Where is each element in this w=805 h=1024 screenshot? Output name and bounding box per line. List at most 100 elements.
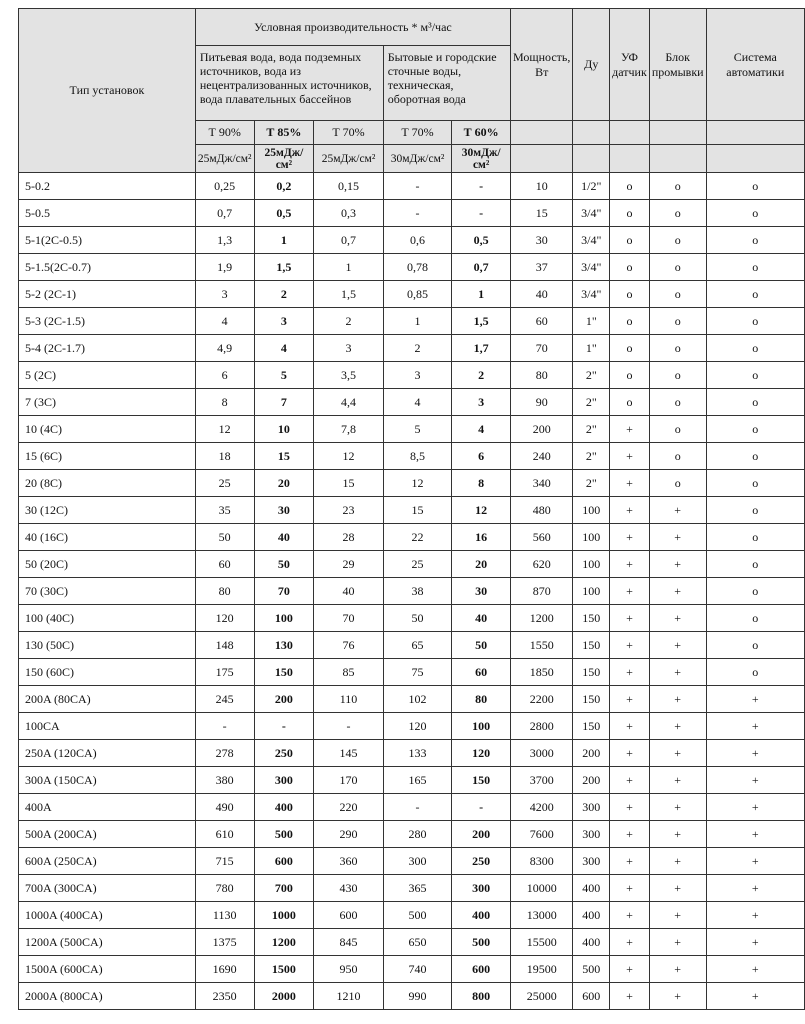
value-cell: 120 [382, 712, 453, 740]
value-cell: 400 [572, 874, 611, 902]
value-cell: 2 [382, 334, 453, 362]
header-uv-sensor: УФ датчик [609, 8, 650, 121]
value-cell: + [648, 577, 707, 605]
value-cell: 1130 [194, 901, 255, 929]
value-cell: 1 [382, 307, 453, 335]
value-cell: + [648, 874, 707, 902]
value-cell: 490 [194, 793, 255, 821]
value-cell: o [705, 361, 805, 389]
value-cell: o [648, 361, 707, 389]
value-cell: o [648, 280, 707, 308]
value-cell: 23 [313, 496, 384, 524]
value-cell: + [609, 955, 650, 983]
value-cell: 0,6 [382, 226, 453, 254]
value-cell: 300 [253, 766, 315, 794]
value-cell: o [705, 226, 805, 254]
value-cell: + [648, 901, 707, 929]
value-cell: + [609, 442, 650, 470]
value-cell: o [705, 469, 805, 497]
value-cell: 8,5 [382, 442, 453, 470]
value-cell: 1000 [253, 901, 315, 929]
value-cell: + [705, 901, 805, 929]
value-cell: 60 [509, 307, 574, 335]
value-cell: 37 [509, 253, 574, 281]
value-cell: 7 [253, 388, 315, 416]
value-cell: - [194, 712, 255, 740]
table-row: 30 (12C) 35 30 23 15 12 480 100 + + o [18, 496, 805, 524]
value-cell: 70 [313, 604, 384, 632]
value-cell: + [609, 469, 650, 497]
value-cell: 500 [572, 955, 611, 983]
value-cell: 240 [509, 442, 574, 470]
unit-type-cell: 7 (3C) [18, 388, 196, 416]
unit-type-cell: 250A (120CA) [18, 739, 196, 767]
header-empty-cell [648, 144, 707, 173]
header-empty-cell [705, 120, 805, 145]
value-cell: 70 [509, 334, 574, 362]
value-cell: 220 [313, 793, 384, 821]
value-cell: + [648, 658, 707, 686]
value-cell: 12 [451, 496, 511, 524]
value-cell: 1 [253, 226, 315, 254]
value-cell: 148 [194, 631, 255, 659]
value-cell: 300 [572, 847, 611, 875]
value-cell: + [705, 928, 805, 956]
value-cell: 1,5 [451, 307, 511, 335]
unit-type-cell: 200A (80CA) [18, 685, 196, 713]
value-cell: + [648, 739, 707, 767]
value-cell: o [648, 307, 707, 335]
table-row: 130 (50C) 148 130 76 65 50 1550 150 + + o [18, 631, 805, 659]
value-cell: 2 [253, 280, 315, 308]
value-cell: 6 [194, 361, 255, 389]
value-cell: 8300 [509, 847, 574, 875]
unit-type-cell: 130 (50C) [18, 631, 196, 659]
value-cell: 560 [509, 523, 574, 551]
value-cell: o [705, 253, 805, 281]
value-cell: 40 [451, 604, 511, 632]
unit-type-cell: 2000A (800CA) [18, 982, 196, 1010]
header-capacity: Условная производительность * м³/час [194, 8, 512, 46]
value-cell: 2200 [509, 685, 574, 713]
value-cell: + [609, 874, 650, 902]
value-cell: o [705, 523, 805, 551]
value-cell: o [705, 307, 805, 335]
value-cell: 3/4" [572, 199, 611, 227]
value-cell: 0,7 [451, 253, 511, 281]
value-cell: o [609, 334, 650, 362]
value-cell: 500 [253, 820, 315, 848]
value-cell: 30 [509, 226, 574, 254]
header-empty-cell [509, 144, 574, 173]
value-cell: + [609, 550, 650, 578]
value-cell: 0,3 [313, 199, 384, 227]
value-cell: o [705, 415, 805, 443]
value-cell: o [648, 388, 707, 416]
value-cell: 29 [313, 550, 384, 578]
value-cell: + [705, 793, 805, 821]
value-cell: 4 [253, 334, 315, 362]
value-cell: + [648, 928, 707, 956]
value-cell: + [648, 766, 707, 794]
value-cell: o [705, 334, 805, 362]
value-cell: 200 [509, 415, 574, 443]
value-cell: 7600 [509, 820, 574, 848]
value-cell: + [648, 496, 707, 524]
value-cell: 170 [313, 766, 384, 794]
value-cell: 75 [382, 658, 453, 686]
value-cell: 30 [451, 577, 511, 605]
header-transmittance: Т 60% [451, 120, 511, 145]
value-cell: 4 [451, 415, 511, 443]
value-cell: 1850 [509, 658, 574, 686]
value-cell: 120 [451, 739, 511, 767]
value-cell: 740 [382, 955, 453, 983]
value-cell: + [609, 631, 650, 659]
value-cell: 60 [451, 658, 511, 686]
value-cell: o [705, 658, 805, 686]
value-cell: 40 [509, 280, 574, 308]
value-cell: 1375 [194, 928, 255, 956]
value-cell: 1 [451, 280, 511, 308]
value-cell: 2" [572, 442, 611, 470]
value-cell: 150 [253, 658, 315, 686]
value-cell: 1,7 [451, 334, 511, 362]
value-cell: 600 [451, 955, 511, 983]
table-row: 100CA - - -120 100 2800 150 + + + [18, 712, 805, 740]
